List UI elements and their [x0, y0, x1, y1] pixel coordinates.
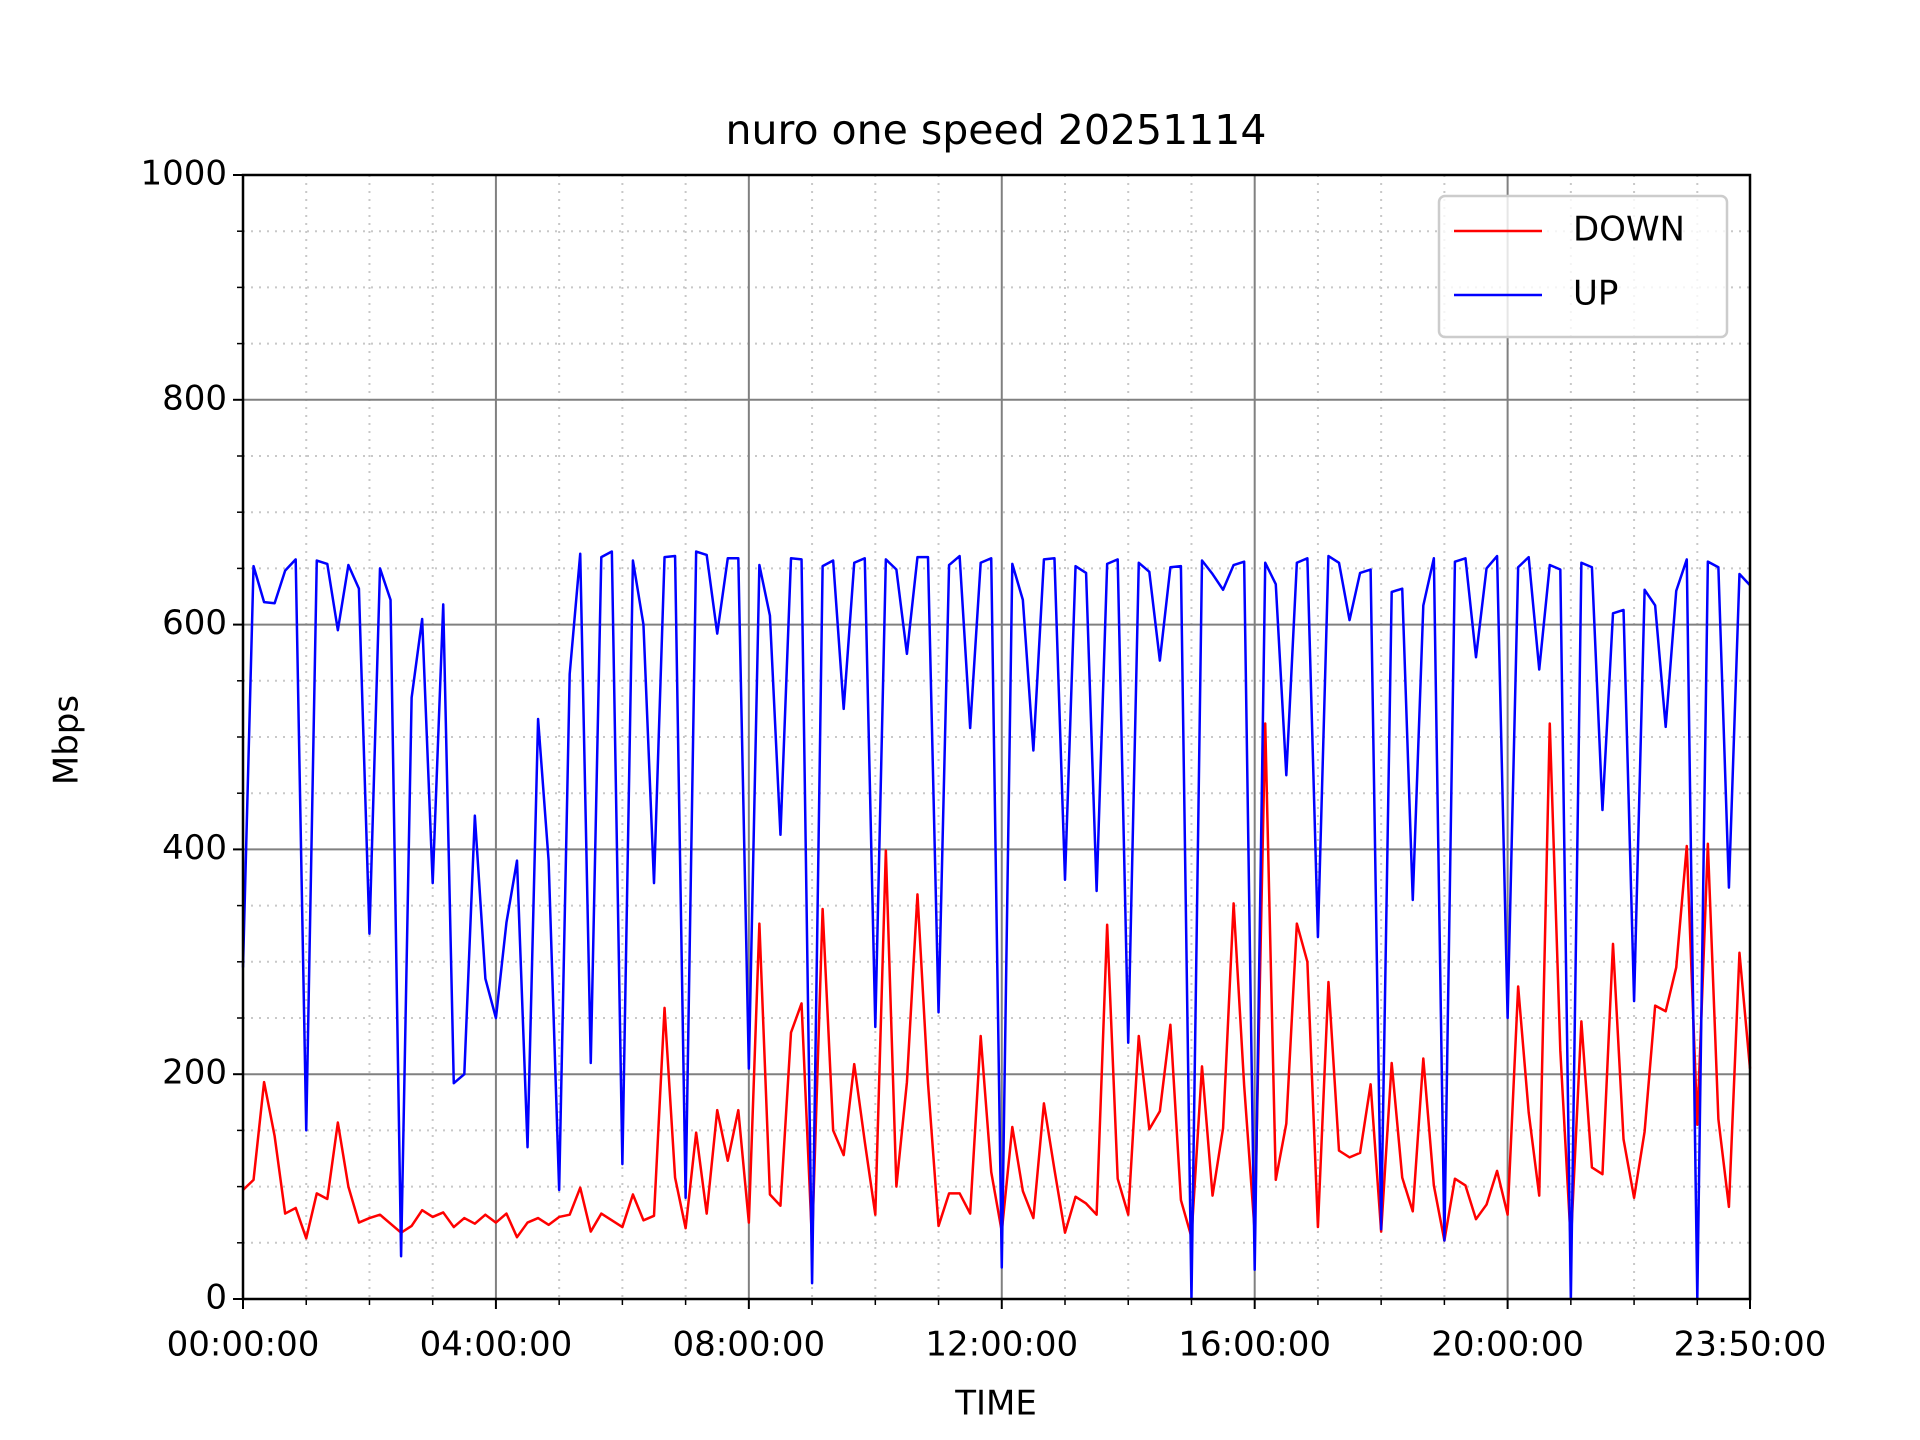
y-tick-label: 1000: [140, 154, 227, 194]
x-tick-label: 16:00:00: [1178, 1325, 1331, 1365]
y-tick-label: 600: [162, 603, 227, 643]
x-tick-label: 00:00:00: [167, 1325, 320, 1365]
x-axis-label: TIME: [954, 1384, 1037, 1424]
x-tick-label: 04:00:00: [420, 1325, 573, 1365]
x-tick-label: 23:50:00: [1674, 1325, 1827, 1365]
x-tick-label: 08:00:00: [672, 1325, 825, 1365]
legend-label: UP: [1573, 274, 1618, 314]
y-tick-label: 800: [162, 378, 227, 418]
chart-title: nuro one speed 20251114: [726, 106, 1267, 154]
series-line: [241, 550, 1751, 1301]
series-line: [242, 722, 1752, 1245]
legend-label: DOWN: [1573, 210, 1685, 250]
y-axis-label: Mbps: [47, 695, 87, 785]
x-tick-label: 12:00:00: [925, 1325, 1078, 1365]
y-tick-label: 400: [162, 828, 227, 868]
x-tick-label: 20:00:00: [1431, 1325, 1584, 1365]
plot-frame: [241, 173, 1752, 1301]
y-tick-label: 0: [205, 1278, 227, 1318]
y-tick-label: 200: [162, 1053, 227, 1093]
